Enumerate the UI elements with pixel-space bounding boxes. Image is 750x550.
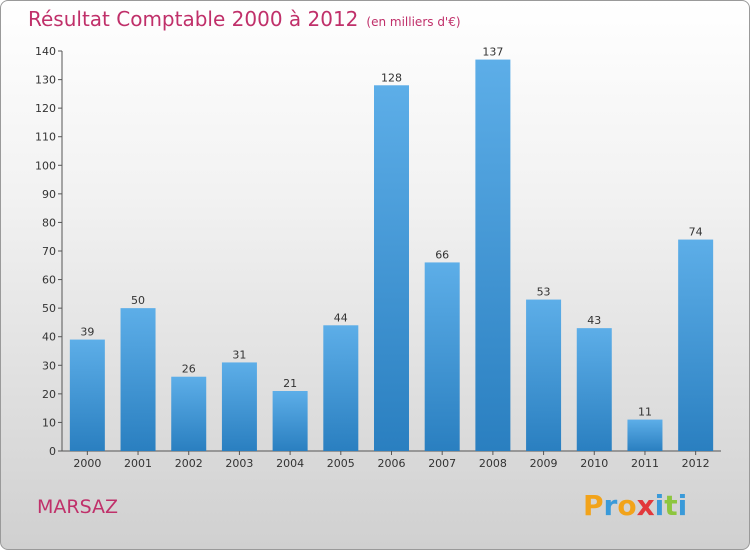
bar-value-label: 11 (638, 406, 652, 419)
x-tick-label: 2001 (124, 457, 152, 470)
bar-2002 (171, 376, 207, 451)
logo-letter: i (677, 489, 688, 522)
y-tick-label: 40 (42, 331, 56, 344)
logo-letter: i (654, 489, 665, 522)
bar-value-label: 74 (689, 226, 703, 239)
bar-2005 (323, 325, 359, 451)
logo-letter: t (664, 489, 678, 522)
y-tick-label: 110 (35, 131, 56, 144)
x-tick-label: 2011 (631, 457, 659, 470)
y-tick-label: 80 (42, 216, 56, 229)
bar-2003 (221, 362, 257, 451)
y-tick-label: 10 (42, 416, 56, 429)
x-tick-label: 2005 (327, 457, 355, 470)
x-tick-label: 2010 (580, 457, 608, 470)
bar-2008 (475, 59, 511, 451)
bar-value-label: 44 (334, 311, 348, 324)
bar-2009 (526, 299, 562, 451)
x-tick-label: 2002 (175, 457, 203, 470)
bar-2007 (424, 262, 460, 451)
bar-value-label: 137 (482, 46, 503, 59)
bar-2011 (627, 419, 663, 451)
y-tick-label: 90 (42, 188, 56, 201)
logo-letter: x (636, 489, 655, 522)
logo-letter: P (583, 489, 604, 522)
bar-value-label: 26 (182, 363, 196, 376)
bar-value-label: 21 (283, 377, 297, 390)
bar-value-label: 53 (537, 286, 551, 299)
y-tick-label: 100 (35, 159, 56, 172)
x-tick-label: 2007 (428, 457, 456, 470)
chart-title: Résultat Comptable 2000 à 2012 (en millie… (28, 7, 461, 31)
y-tick-label: 50 (42, 302, 56, 315)
bar-value-label: 31 (232, 348, 246, 361)
x-tick-label: 2003 (225, 457, 253, 470)
y-tick-label: 70 (42, 245, 56, 258)
bar-value-label: 43 (587, 314, 601, 327)
bar-2012 (678, 239, 714, 451)
y-tick-label: 0 (49, 445, 56, 458)
chart-title-text: Résultat Comptable 2000 à 2012 (28, 7, 359, 31)
x-tick-label: 2012 (682, 457, 710, 470)
x-tick-label: 2000 (73, 457, 101, 470)
x-tick-label: 2009 (530, 457, 558, 470)
y-tick-label: 140 (35, 45, 56, 58)
place-name: MARSAZ (37, 496, 119, 518)
bar-2004 (272, 391, 308, 451)
y-tick-label: 20 (42, 388, 56, 401)
chart-subtitle: (en milliers d'€) (366, 15, 461, 29)
bar-value-label: 50 (131, 294, 145, 307)
bar-2010 (576, 328, 612, 451)
proxiti-logo[interactable]: Proxiti (583, 489, 687, 522)
bar-value-label: 66 (435, 248, 449, 261)
x-tick-label: 2006 (378, 457, 406, 470)
x-tick-label: 2004 (276, 457, 304, 470)
y-tick-label: 30 (42, 359, 56, 372)
y-tick-label: 60 (42, 274, 56, 287)
logo-letter: o (617, 489, 637, 522)
y-tick-label: 130 (35, 74, 56, 87)
bar-2001 (120, 308, 156, 451)
bar-2000 (69, 339, 105, 451)
x-tick-label: 2008 (479, 457, 507, 470)
bar-value-label: 39 (80, 326, 94, 339)
bar-2006 (374, 85, 409, 452)
logo-letter: r (603, 489, 618, 522)
bar-value-label: 128 (381, 71, 402, 84)
y-tick-label: 120 (35, 102, 56, 115)
